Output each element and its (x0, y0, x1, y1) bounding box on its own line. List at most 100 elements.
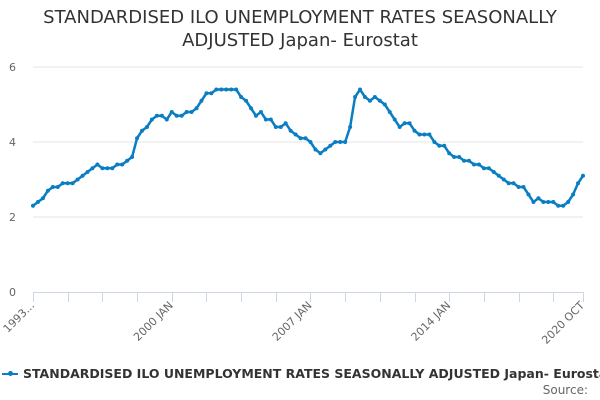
data-point (392, 117, 397, 122)
data-point (338, 140, 343, 144)
data-point (467, 158, 472, 163)
data-point (219, 87, 224, 92)
y-tick-label: 2 (9, 211, 16, 224)
data-point (50, 185, 55, 189)
y-tick-label: 6 (9, 61, 16, 74)
data-point (90, 166, 95, 171)
data-point (476, 162, 481, 167)
data-point (348, 125, 353, 129)
data-point (253, 113, 258, 118)
data-point (377, 98, 382, 103)
data-point (452, 155, 457, 159)
data-point (140, 128, 145, 133)
data-point (541, 200, 546, 204)
data-point (224, 87, 229, 92)
data-point (516, 185, 521, 189)
data-point (362, 95, 367, 99)
data-point (35, 200, 40, 204)
data-point (402, 121, 407, 126)
series-line (32, 88, 585, 207)
data-point (249, 106, 254, 111)
data-point (204, 91, 209, 96)
data-point (244, 98, 249, 103)
data-point (526, 192, 531, 197)
data-point (174, 113, 179, 118)
data-point (417, 132, 422, 137)
source-label: Source: (542, 383, 588, 397)
data-point (308, 140, 313, 144)
data-point (229, 87, 234, 92)
data-point (511, 181, 516, 186)
data-point (427, 132, 432, 137)
data-point (343, 140, 348, 144)
data-point (432, 140, 437, 144)
data-point (328, 143, 333, 148)
data-point (481, 166, 486, 171)
data-point (31, 203, 35, 208)
x-tick-label: 1993... (1, 299, 37, 335)
data-point (115, 162, 120, 167)
data-point (367, 98, 372, 103)
data-point (164, 117, 169, 122)
data-point (75, 177, 80, 182)
data-point (100, 166, 105, 171)
data-point (184, 110, 189, 114)
data-point (135, 136, 140, 141)
legend-line-marker-icon (2, 370, 18, 376)
data-point (447, 151, 452, 156)
legend-item[interactable]: STANDARDISED ILO UNEMPLOYMENT RATES SEAS… (2, 366, 600, 381)
data-point (581, 173, 585, 178)
legend-label: STANDARDISED ILO UNEMPLOYMENT RATES SEAS… (23, 366, 600, 381)
data-point (110, 166, 115, 171)
chart-title: STANDARDISED ILO UNEMPLOYMENT RATES SEAS… (43, 7, 557, 51)
x-tick-label: 2014 JAN (409, 299, 454, 344)
x-tick-label: 2007 JAN (270, 299, 315, 344)
data-point (412, 128, 417, 133)
data-point (323, 147, 328, 152)
y-tick-label: 4 (9, 136, 16, 149)
data-point (263, 117, 268, 122)
data-point (496, 173, 501, 178)
data-point (40, 196, 45, 201)
data-point (85, 170, 90, 174)
data-point (189, 110, 194, 114)
data-point (298, 136, 303, 141)
data-point (70, 181, 75, 186)
data-point (125, 158, 130, 163)
data-point (258, 110, 263, 114)
data-point (437, 143, 442, 148)
data-point (154, 113, 159, 118)
data-point (506, 181, 511, 186)
data-point (566, 200, 571, 204)
data-point (546, 200, 551, 204)
data-point (159, 113, 164, 118)
data-point (353, 95, 358, 99)
data-point (144, 125, 149, 129)
data-point (397, 125, 402, 129)
data-point (313, 147, 318, 152)
data-point (561, 203, 566, 208)
data-point (179, 113, 184, 118)
data-point (120, 162, 125, 167)
data-point (194, 106, 199, 111)
data-point (358, 87, 363, 92)
data-point (273, 125, 278, 129)
data-point (387, 110, 392, 114)
data-point (105, 166, 110, 171)
data-point (293, 132, 298, 137)
data-point (471, 162, 476, 167)
y-tick-label: 0 (9, 286, 16, 299)
data-point (65, 181, 70, 186)
data-point (283, 121, 288, 126)
data-point (303, 136, 308, 141)
data-point (169, 110, 174, 114)
data-point (536, 196, 541, 201)
data-point (199, 98, 204, 103)
data-point (576, 181, 581, 186)
data-point (278, 125, 283, 129)
data-point (551, 200, 556, 204)
data-point (571, 192, 576, 197)
data-point (209, 91, 214, 96)
data-point (556, 203, 561, 208)
